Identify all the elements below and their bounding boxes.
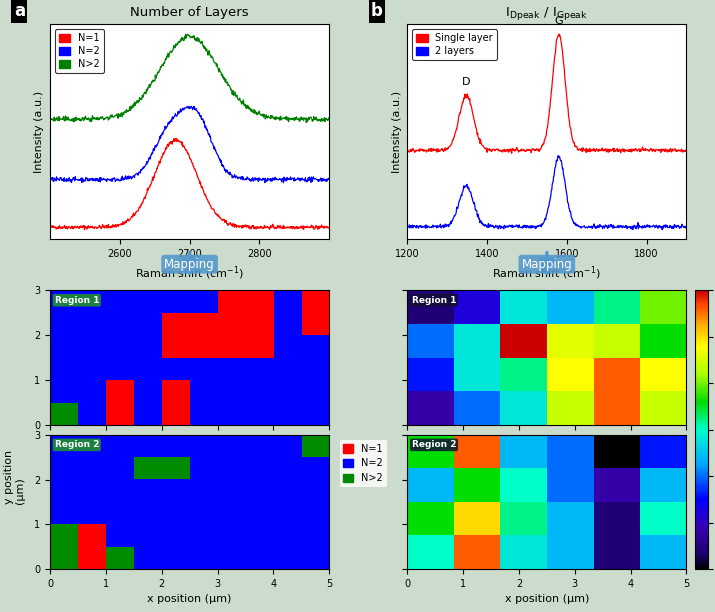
Text: y position
(μm): y position (μm) — [4, 450, 25, 504]
Text: a: a — [14, 2, 25, 20]
Text: Region 2: Region 2 — [412, 441, 456, 449]
Text: G: G — [555, 15, 563, 26]
X-axis label: Raman shift (cm$^{-1}$): Raman shift (cm$^{-1}$) — [492, 265, 601, 282]
X-axis label: x position (μm): x position (μm) — [505, 594, 589, 605]
Text: D: D — [462, 77, 470, 87]
Legend: Single layer, 2 layers: Single layer, 2 layers — [412, 29, 497, 60]
Y-axis label: Intensity (a.u.): Intensity (a.u.) — [392, 91, 402, 173]
Y-axis label: Intensity (a.u.): Intensity (a.u.) — [34, 91, 44, 173]
Title: I$_{\rm Dpeak}$ / I$_{\rm Gpeak}$: I$_{\rm Dpeak}$ / I$_{\rm Gpeak}$ — [506, 6, 588, 22]
X-axis label: Raman shift (cm$^{-1}$): Raman shift (cm$^{-1}$) — [135, 265, 245, 282]
Text: Mapping: Mapping — [521, 258, 572, 271]
Title: Number of Layers: Number of Layers — [130, 6, 249, 19]
Legend: N=1, N=2, N>2: N=1, N=2, N>2 — [340, 439, 387, 487]
Text: b: b — [371, 2, 383, 20]
Text: Region 1: Region 1 — [412, 296, 456, 305]
Text: Mapping: Mapping — [164, 258, 215, 271]
Legend: N=1, N=2, N>2: N=1, N=2, N>2 — [55, 29, 104, 73]
X-axis label: x position (μm): x position (μm) — [147, 594, 232, 605]
Text: Region 1: Region 1 — [54, 296, 99, 305]
Text: Region 2: Region 2 — [54, 441, 99, 449]
